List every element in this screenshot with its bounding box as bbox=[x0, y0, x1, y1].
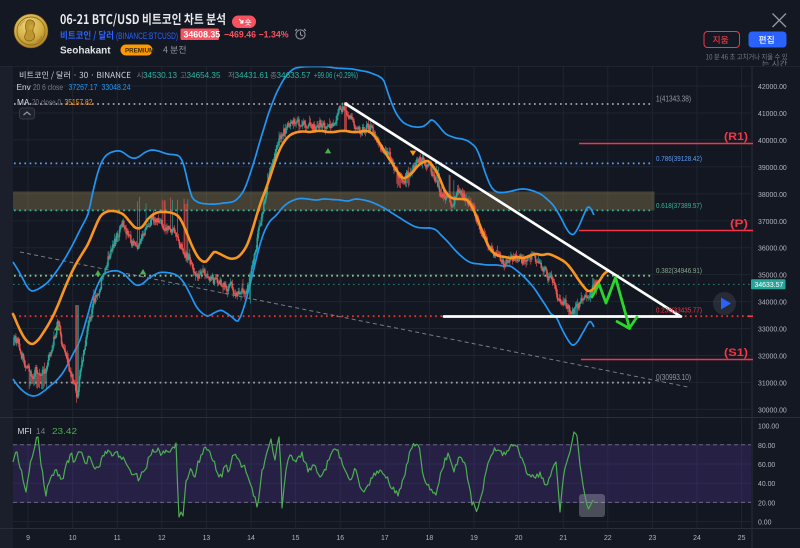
svg-text:100.00: 100.00 bbox=[758, 424, 779, 431]
svg-text:18: 18 bbox=[426, 535, 434, 542]
svg-text:15: 15 bbox=[292, 535, 300, 542]
svg-text:30000.00: 30000.00 bbox=[758, 407, 787, 414]
svg-text:19: 19 bbox=[470, 535, 478, 542]
svg-text:+99.06 (+0.29%): +99.06 (+0.29%) bbox=[314, 70, 358, 80]
svg-text:34654.35: 34654.35 bbox=[187, 70, 221, 80]
svg-text:42000.00: 42000.00 bbox=[758, 84, 787, 91]
svg-text:33048.24: 33048.24 bbox=[102, 82, 131, 92]
svg-text:0.618(37389.57): 0.618(37389.57) bbox=[656, 201, 702, 210]
svg-text:MA: MA bbox=[17, 97, 30, 107]
svg-text:36000.00: 36000.00 bbox=[758, 246, 787, 253]
svg-text:0(30993.10): 0(30993.10) bbox=[656, 372, 691, 382]
svg-text:0.00: 0.00 bbox=[758, 520, 772, 527]
svg-text:33000.00: 33000.00 bbox=[758, 327, 787, 334]
svg-text:35157.82: 35157.82 bbox=[65, 97, 93, 107]
svg-text:35000.00: 35000.00 bbox=[758, 273, 787, 280]
svg-text:(BINANCE:BTCUSD): (BINANCE:BTCUSD) bbox=[116, 31, 178, 41]
svg-text:20: 20 bbox=[515, 535, 523, 542]
svg-text:(P): (P) bbox=[730, 218, 748, 230]
svg-text:40000.00: 40000.00 bbox=[758, 138, 787, 145]
svg-text:16: 16 bbox=[336, 535, 344, 542]
svg-text:−469.46 −1.34%: −469.46 −1.34% bbox=[224, 30, 289, 40]
svg-text:80.00: 80.00 bbox=[758, 443, 775, 450]
svg-text:14: 14 bbox=[36, 426, 46, 436]
svg-text:32000.00: 32000.00 bbox=[758, 354, 787, 361]
svg-text:31000.00: 31000.00 bbox=[758, 380, 787, 387]
svg-text:PREMIUM: PREMIUM bbox=[125, 48, 154, 55]
svg-text:37000.00: 37000.00 bbox=[758, 219, 787, 226]
svg-text:Env: Env bbox=[17, 82, 32, 92]
svg-text:(R1): (R1) bbox=[724, 131, 748, 143]
svg-text:0.786(39128.42): 0.786(39128.42) bbox=[656, 154, 702, 163]
svg-text:40.00: 40.00 bbox=[758, 481, 775, 488]
svg-text:10: 10 bbox=[69, 535, 77, 542]
svg-text:60.00: 60.00 bbox=[758, 462, 775, 469]
svg-text:34530.13: 34530.13 bbox=[143, 70, 177, 80]
svg-text:20 close 0: 20 close 0 bbox=[32, 97, 61, 107]
svg-text:23: 23 bbox=[649, 535, 657, 542]
svg-text:MFI: MFI bbox=[18, 426, 32, 436]
svg-text:0.236(33435.77): 0.236(33435.77) bbox=[656, 306, 702, 315]
svg-text:21: 21 bbox=[559, 535, 567, 542]
svg-text:1(41343.38): 1(41343.38) bbox=[656, 94, 691, 104]
svg-text:0.382(34946.91): 0.382(34946.91) bbox=[656, 266, 702, 275]
svg-text:39000.00: 39000.00 bbox=[758, 165, 787, 172]
svg-text:22: 22 bbox=[604, 535, 612, 542]
svg-text:41000.00: 41000.00 bbox=[758, 111, 787, 118]
svg-text:13: 13 bbox=[203, 535, 211, 542]
svg-text:34633.57: 34633.57 bbox=[277, 70, 311, 80]
svg-text:12: 12 bbox=[158, 535, 166, 542]
svg-text:Seohakant: Seohakant bbox=[60, 46, 111, 57]
svg-text:9: 9 bbox=[26, 535, 30, 542]
svg-text:24: 24 bbox=[693, 535, 701, 542]
svg-text:17: 17 bbox=[381, 535, 389, 542]
svg-text:37267.17: 37267.17 bbox=[69, 82, 98, 92]
svg-text:34000.00: 34000.00 bbox=[758, 300, 787, 307]
svg-text:38000.00: 38000.00 bbox=[758, 192, 787, 199]
svg-text:20 6 close: 20 6 close bbox=[33, 82, 63, 92]
svg-text:34431.61: 34431.61 bbox=[235, 70, 269, 80]
svg-text:34633.57: 34633.57 bbox=[755, 282, 784, 289]
svg-text:25: 25 bbox=[738, 535, 746, 542]
svg-text:14: 14 bbox=[247, 535, 255, 542]
svg-text:(S1): (S1) bbox=[724, 347, 748, 359]
svg-text:11: 11 bbox=[114, 535, 121, 542]
svg-text:23.42: 23.42 bbox=[52, 426, 77, 436]
svg-text:20.00: 20.00 bbox=[758, 500, 775, 507]
svg-text:34608.35: 34608.35 bbox=[184, 30, 221, 40]
